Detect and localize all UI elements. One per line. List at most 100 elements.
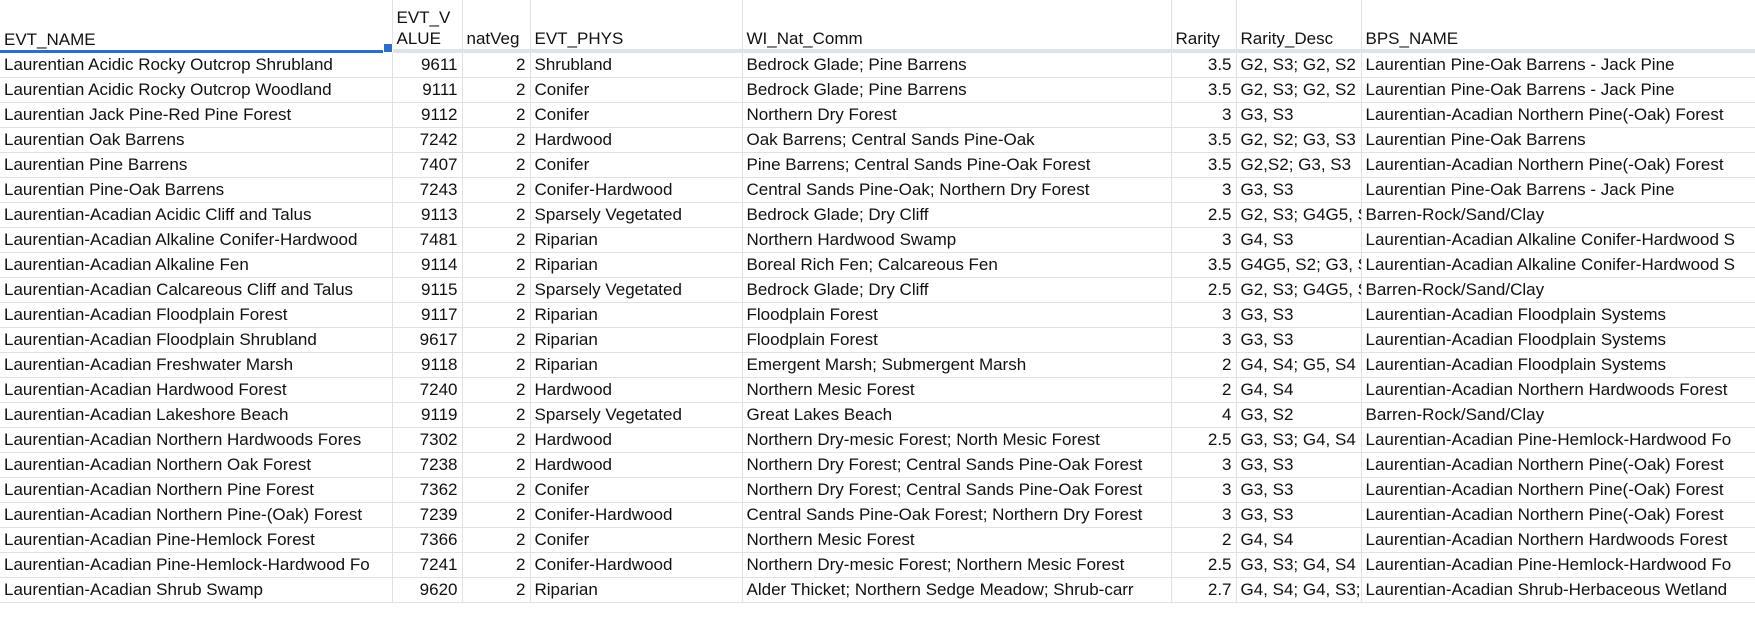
table-cell[interactable]: 2 bbox=[462, 127, 531, 153]
table-cell[interactable]: G4, S4 bbox=[1236, 527, 1362, 553]
table-cell[interactable]: Laurentian-Acadian Floodplain Systems bbox=[1361, 352, 1755, 378]
table-cell[interactable]: Laurentian-Acadian Shrub Swamp bbox=[0, 577, 393, 603]
table-cell[interactable]: Laurentian Oak Barrens bbox=[0, 127, 393, 153]
table-cell[interactable]: Laurentian-Acadian Alkaline Fen bbox=[0, 252, 393, 278]
table-cell[interactable]: Bedrock Glade; Pine Barrens bbox=[742, 51, 1172, 78]
table-cell[interactable]: Bedrock Glade; Pine Barrens bbox=[742, 77, 1172, 103]
table-cell[interactable]: G3, S3 bbox=[1236, 327, 1362, 353]
table-cell[interactable]: Laurentian-Acadian Alkaline Conifer-Hard… bbox=[0, 227, 393, 253]
table-cell[interactable]: Laurentian Acidic Rocky Outcrop Woodland bbox=[0, 77, 393, 103]
table-cell[interactable]: G3, S3 bbox=[1236, 502, 1362, 528]
table-cell[interactable]: 3 bbox=[1171, 302, 1237, 328]
table-cell[interactable]: Central Sands Pine-Oak Forest; Northern … bbox=[742, 502, 1172, 528]
table-cell[interactable]: Conifer-Hardwood bbox=[530, 552, 743, 578]
table-cell[interactable]: Northern Dry Forest; Central Sands Pine-… bbox=[742, 477, 1172, 503]
table-cell[interactable]: 2 bbox=[462, 202, 531, 228]
table-cell[interactable]: 2.5 bbox=[1171, 552, 1237, 578]
table-cell[interactable]: G3, S3; G4, S4 bbox=[1236, 427, 1362, 453]
table-cell[interactable]: Laurentian-Acadian Pine-Hemlock-Hardwood… bbox=[1361, 552, 1755, 578]
table-cell[interactable]: Northern Dry Forest bbox=[742, 102, 1172, 128]
table-cell[interactable]: Bedrock Glade; Dry Cliff bbox=[742, 277, 1172, 303]
table-cell[interactable]: Shrubland bbox=[530, 51, 743, 78]
table-cell[interactable]: 3 bbox=[1171, 177, 1237, 203]
table-cell[interactable]: 9611 bbox=[392, 51, 463, 78]
table-cell[interactable]: Laurentian-Acadian Northern Pine-(Oak) F… bbox=[0, 502, 393, 528]
table-cell[interactable]: 2 bbox=[462, 452, 531, 478]
table-cell[interactable]: 9117 bbox=[392, 302, 463, 328]
table-cell[interactable]: 2 bbox=[462, 552, 531, 578]
table-cell[interactable]: 7240 bbox=[392, 377, 463, 403]
header-cell-evt-name[interactable]: EVT_NAME bbox=[0, 0, 393, 53]
table-cell[interactable]: Laurentian-Acadian Acidic Cliff and Talu… bbox=[0, 202, 393, 228]
table-cell[interactable]: 7243 bbox=[392, 177, 463, 203]
table-cell[interactable]: 7238 bbox=[392, 452, 463, 478]
table-cell[interactable]: G4, S4; G5, S4 bbox=[1236, 352, 1362, 378]
table-cell[interactable]: Laurentian-Acadian Northern Pine(-Oak) F… bbox=[1361, 502, 1755, 528]
table-cell[interactable]: 2 bbox=[462, 327, 531, 353]
table-cell[interactable]: Laurentian-Acadian Northern Pine Forest bbox=[0, 477, 393, 503]
table-cell[interactable]: Northern Mesic Forest bbox=[742, 377, 1172, 403]
table-cell[interactable]: 3.5 bbox=[1171, 127, 1237, 153]
table-cell[interactable]: 3 bbox=[1171, 102, 1237, 128]
table-cell[interactable]: G2, S3; G4G5, S bbox=[1236, 202, 1362, 228]
table-cell[interactable]: G4, S3 bbox=[1236, 227, 1362, 253]
table-cell[interactable]: G4, S4 bbox=[1236, 377, 1362, 403]
table-cell[interactable]: 2 bbox=[462, 77, 531, 103]
table-cell[interactable]: 2 bbox=[462, 102, 531, 128]
table-cell[interactable]: Laurentian-Acadian Pine-Hemlock Forest bbox=[0, 527, 393, 553]
table-cell[interactable]: Riparian bbox=[530, 252, 743, 278]
table-cell[interactable]: 2 bbox=[462, 277, 531, 303]
table-cell[interactable]: Laurentian-Acadian Northern Pine(-Oak) F… bbox=[1361, 477, 1755, 503]
table-cell[interactable]: Barren-Rock/Sand/Clay bbox=[1361, 402, 1755, 428]
table-cell[interactable]: Laurentian-Acadian Alkaline Conifer-Hard… bbox=[1361, 252, 1755, 278]
table-cell[interactable]: Conifer bbox=[530, 477, 743, 503]
table-cell[interactable]: 9617 bbox=[392, 327, 463, 353]
table-cell[interactable]: Laurentian Pine Barrens bbox=[0, 152, 393, 178]
table-cell[interactable]: Riparian bbox=[530, 227, 743, 253]
table-cell[interactable]: 2 bbox=[462, 302, 531, 328]
table-cell[interactable]: Alder Thicket; Northern Sedge Meadow; Sh… bbox=[742, 577, 1172, 603]
table-cell[interactable]: 7407 bbox=[392, 152, 463, 178]
table-cell[interactable]: Sparsely Vegetated bbox=[530, 402, 743, 428]
table-cell[interactable]: Hardwood bbox=[530, 377, 743, 403]
table-cell[interactable]: 2 bbox=[1171, 377, 1237, 403]
table-cell[interactable]: 2 bbox=[462, 477, 531, 503]
table-cell[interactable]: Central Sands Pine-Oak; Northern Dry For… bbox=[742, 177, 1172, 203]
table-cell[interactable]: Floodplain Forest bbox=[742, 302, 1172, 328]
table-cell[interactable]: Conifer bbox=[530, 527, 743, 553]
table-cell[interactable]: Conifer bbox=[530, 102, 743, 128]
table-cell[interactable]: 2 bbox=[1171, 527, 1237, 553]
table-cell[interactable]: Northern Hardwood Swamp bbox=[742, 227, 1172, 253]
table-cell[interactable]: Laurentian-Acadian Pine-Hemlock-Hardwood… bbox=[0, 552, 393, 578]
table-cell[interactable]: Riparian bbox=[530, 577, 743, 603]
table-cell[interactable]: 3 bbox=[1171, 502, 1237, 528]
table-cell[interactable]: 2 bbox=[462, 527, 531, 553]
table-cell[interactable]: Laurentian-Acadian Northern Hardwoods Fo… bbox=[0, 427, 393, 453]
table-cell[interactable]: Conifer bbox=[530, 152, 743, 178]
table-cell[interactable]: 9119 bbox=[392, 402, 463, 428]
table-cell[interactable]: Laurentian Pine-Oak Barrens - Jack Pine bbox=[1361, 177, 1755, 203]
table-cell[interactable]: 7362 bbox=[392, 477, 463, 503]
table-cell[interactable]: 2.5 bbox=[1171, 427, 1237, 453]
table-cell[interactable]: 2.7 bbox=[1171, 577, 1237, 603]
table-cell[interactable]: 9114 bbox=[392, 252, 463, 278]
table-cell[interactable]: Laurentian-Acadian Northern Hardwoods Fo… bbox=[1361, 377, 1755, 403]
table-cell[interactable]: 7302 bbox=[392, 427, 463, 453]
table-cell[interactable]: Laurentian-Acadian Northern Oak Forest bbox=[0, 452, 393, 478]
table-cell[interactable]: Northern Dry-mesic Forest; North Mesic F… bbox=[742, 427, 1172, 453]
table-cell[interactable]: Laurentian-Acadian Northern Hardwoods Fo… bbox=[1361, 527, 1755, 553]
table-cell[interactable]: 9115 bbox=[392, 277, 463, 303]
table-cell[interactable]: 9118 bbox=[392, 352, 463, 378]
table-cell[interactable]: Laurentian Pine-Oak Barrens - Jack Pine bbox=[1361, 51, 1755, 78]
table-cell[interactable]: Laurentian-Acadian Shrub-Herbaceous Wetl… bbox=[1361, 577, 1755, 603]
table-cell[interactable]: 2 bbox=[1171, 352, 1237, 378]
table-cell[interactable]: G4G5, S2; G3, S bbox=[1236, 252, 1362, 278]
table-cell[interactable]: G3, S3 bbox=[1236, 102, 1362, 128]
table-cell[interactable]: 2 bbox=[462, 577, 531, 603]
table-cell[interactable]: 7366 bbox=[392, 527, 463, 553]
table-cell[interactable]: Laurentian-Acadian Floodplain Forest bbox=[0, 302, 393, 328]
table-cell[interactable]: Conifer-Hardwood bbox=[530, 502, 743, 528]
table-cell[interactable]: 4 bbox=[1171, 402, 1237, 428]
table-cell[interactable]: Laurentian-Acadian Pine-Hemlock-Hardwood… bbox=[1361, 427, 1755, 453]
table-cell[interactable]: G2, S2; G3, S3 bbox=[1236, 127, 1362, 153]
